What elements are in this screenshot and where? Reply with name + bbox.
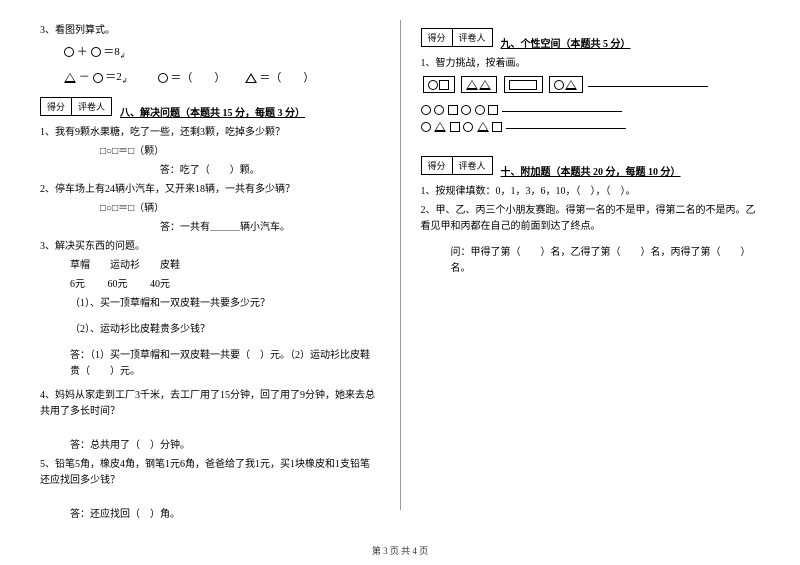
circle-icon [158, 73, 168, 83]
q8-2: 2、停车场上有24辆小汽车，又开来18辆，一共有多少辆？ [40, 182, 380, 198]
shape-row-3 [421, 119, 761, 132]
grader-label: 评卷人 [72, 98, 111, 115]
column-divider [400, 20, 401, 510]
q8-4-ans: 答：总共用了（ ）分钟。 [70, 438, 380, 454]
eq2-suffix: ＝2 [105, 71, 122, 83]
triangle-icon [64, 73, 76, 83]
eq-answers: ＝（ ） ＝（ ） [158, 69, 315, 85]
q9-1: 1、智力挑战，按着画。 [421, 56, 761, 72]
q8-3-2: （2）、运动衫比皮鞋贵多少钱？ [70, 322, 380, 338]
q8-3-prices: 6元 60元 40元 [70, 277, 380, 293]
q10-1: 1、按规律填数：0，1，3，6，10，（ ），（ ）。 [421, 184, 761, 200]
q3-title: 3、看图列算式。 [40, 23, 380, 39]
grader-label: 评卷人 [453, 29, 492, 46]
grader-label: 评卷人 [453, 157, 492, 174]
shape-row-2 [421, 102, 761, 115]
q8-2-expr: □○□＝□（辆） [100, 201, 380, 217]
eq1: ＋ ＝8↲ [64, 43, 380, 60]
square-icon [448, 105, 458, 115]
q8-3-1: （1）、买一顶草帽和一双皮鞋一共要多少元？ [70, 296, 380, 312]
q8-4: 4、妈妈从家走到工厂3千米，去工厂用了15分钟，回了用了9分钟，她来去总共用了多… [40, 388, 380, 420]
score-box: 得分 评卷人 [40, 97, 112, 116]
square-icon [450, 122, 460, 132]
triangle-icon [434, 122, 446, 132]
q8-1-expr: □○□＝□（颗） [100, 144, 380, 160]
score-label: 得分 [422, 29, 453, 46]
shape-row-1 [421, 75, 761, 94]
circle-icon [475, 105, 485, 115]
q8-2-ans: 答：一共有＿＿＿辆小汽车。 [160, 220, 380, 236]
q8-1: 1、我有9颗水果糖，吃了一些，还剩3颗，吃掉多少颗？ [40, 125, 380, 141]
circle-icon [434, 105, 444, 115]
triangle-icon [477, 122, 489, 132]
left-column: 3、看图列算式。 ＋ ＝8↲ － ＝2↲ ＝（ ） ＝（ ） 得分 评卷人 八、… [40, 20, 380, 510]
eq1-suffix: ＝8 [103, 46, 120, 58]
circle-icon [461, 105, 471, 115]
q10-2-question: 问：甲得了第（ ）名，乙得了第（ ）名，丙得了第（ ）名。 [451, 245, 761, 277]
q8-3: 3、解决买东西的问题。 [40, 239, 380, 255]
score-label: 得分 [422, 157, 453, 174]
triangle-icon [245, 73, 257, 83]
circle-icon [421, 122, 431, 132]
circle-answer: ＝（ ） [170, 72, 220, 84]
score-box: 得分 评卷人 [421, 156, 493, 175]
section-8-header: 得分 评卷人 八、解决问题（本题共 15 分，每题 3 分） [40, 97, 380, 119]
score-label: 得分 [41, 98, 72, 115]
section-10-header: 得分 评卷人 十、附加题（本题共 20 分，每题 10 分） [421, 156, 761, 178]
circle-icon [421, 105, 431, 115]
section-8-title: 八、解决问题（本题共 15 分，每题 3 分） [120, 104, 305, 119]
square-icon [488, 105, 498, 115]
section-9-header: 得分 评卷人 九、个性空间（本题共 5 分） [421, 28, 761, 50]
score-box: 得分 评卷人 [421, 28, 493, 47]
section-9-title: 九、个性空间（本题共 5 分） [501, 35, 631, 50]
q8-5: 5、铅笔5角，橡皮4角，钢笔1元6角，爸爸给了我1元，买1块橡皮和1支铅笔还应找… [40, 457, 380, 489]
q8-5-ans: 答：还应找回（ ）角。 [70, 507, 380, 523]
page-footer: 第 3 页 共 4 页 [0, 544, 800, 557]
square-icon [492, 122, 502, 132]
circle-icon [91, 47, 101, 57]
eq2: － ＝2↲ [64, 68, 128, 85]
section-10-title: 十、附加题（本题共 20 分，每题 10 分） [501, 163, 681, 178]
right-column: 得分 评卷人 九、个性空间（本题共 5 分） 1、智力挑战，按着画。 [421, 20, 761, 510]
q8-1-ans: 答：吃了（ ）颗。 [40, 163, 380, 179]
circle-icon [463, 122, 473, 132]
q8-3-ans: 答：（1）买一顶草帽和一双皮鞋一共要（ ）元。（2）运动衫比皮鞋贵（ ）元。 [70, 348, 380, 380]
circle-icon [93, 73, 103, 83]
q10-2: 2、甲、乙、丙三个小朋友赛跑。得第一名的不是甲，得第二名的不是丙。乙看见甲和丙都… [421, 203, 761, 235]
triangle-answer: ＝（ ） [259, 72, 314, 84]
page-content: 3、看图列算式。 ＋ ＝8↲ － ＝2↲ ＝（ ） ＝（ ） 得分 评卷人 八、… [40, 20, 760, 510]
circle-icon [64, 47, 74, 57]
q8-3-header: 草帽 运动衫 皮鞋 [70, 258, 380, 274]
